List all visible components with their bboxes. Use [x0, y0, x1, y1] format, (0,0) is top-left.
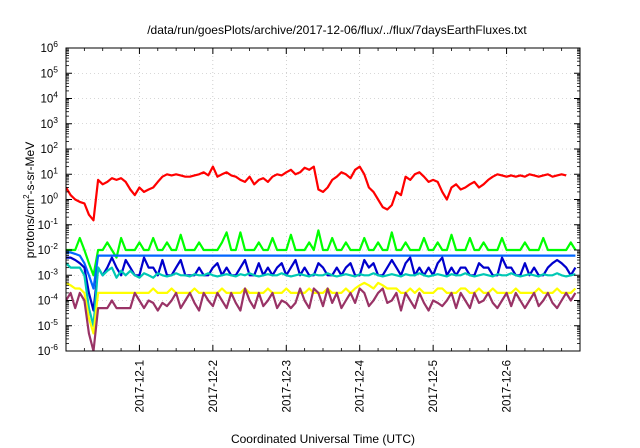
- x-tick-label: 2017-12-2: [208, 360, 220, 412]
- y-tick-label: 101: [40, 165, 58, 181]
- y-tick-base: 10: [40, 68, 53, 80]
- x-tick-label: 2017-12-5: [428, 360, 440, 412]
- y-axis-title-sup: 2: [22, 194, 31, 199]
- y-tick-label: 106: [40, 39, 58, 55]
- x-tick-label: 2017-12-4: [355, 359, 367, 412]
- y-tick-label: 10-6: [38, 342, 59, 358]
- y-tick-exponent: 2: [53, 140, 58, 150]
- series-line-6: [66, 281, 577, 335]
- y-tick-base: 10: [40, 169, 53, 181]
- y-tick-label: 103: [40, 115, 58, 131]
- y-tick-exponent: 4: [53, 90, 58, 100]
- y-tick-exponent: -3: [50, 266, 58, 276]
- y-tick-label: 100: [40, 191, 58, 207]
- x-axis: 2017-12-1 2017-12-2 2017-12-3 2017-12-4 2017…: [83, 48, 563, 412]
- series-line-3: [66, 251, 576, 290]
- y-tick-base: 10: [40, 195, 53, 207]
- y-tick-exponent: -2: [50, 241, 58, 251]
- y-tick-label: 102: [40, 140, 58, 156]
- y-tick-base: 10: [38, 321, 51, 333]
- y-tick-label: 10-5: [38, 317, 59, 333]
- y-tick-exponent: -6: [50, 342, 58, 352]
- series-line-1: [66, 165, 567, 222]
- y-tick-exponent: -5: [50, 317, 58, 327]
- y-tick-base: 10: [38, 296, 51, 308]
- y-tick-exponent: -1: [50, 216, 58, 226]
- chart-title: /data/run/goesPlots/archive/2017-12-06/f…: [147, 23, 527, 37]
- series-line-7: [66, 287, 577, 351]
- series-line-5: [66, 262, 576, 327]
- series-line-2: [66, 229, 577, 277]
- y-tick-base: 10: [40, 144, 53, 156]
- y-tick-label: 10-3: [38, 266, 59, 282]
- y-tick-base: 10: [40, 94, 53, 106]
- y-tick-exponent: 3: [53, 115, 58, 125]
- y-tick-label: 10-2: [38, 241, 59, 257]
- y-tick-base: 10: [40, 43, 53, 55]
- x-tick-label: 2017-12-1: [134, 360, 146, 412]
- x-tick-label: 2017-12-6: [502, 360, 514, 412]
- y-tick-exponent: 5: [53, 64, 58, 74]
- x-axis-title: Coordinated Universal Time (UTC): [231, 432, 415, 446]
- y-tick-base: 10: [38, 346, 51, 358]
- y-tick-label: 10-1: [38, 216, 59, 232]
- y-tick-exponent: -4: [50, 292, 58, 302]
- series-line-4: [66, 256, 577, 312]
- y-tick-base: 10: [40, 119, 53, 131]
- x-tick-label: 2017-12-3: [281, 360, 293, 412]
- y-axis: 10-610-510-410-310-210-11001011021031041…: [38, 39, 580, 358]
- y-tick-label: 105: [40, 64, 58, 80]
- y-axis-title-rest: -s-sr-MeV: [23, 142, 37, 195]
- y-tick-base: 10: [38, 270, 51, 282]
- y-tick-label: 104: [40, 90, 58, 106]
- y-tick-exponent: 6: [53, 39, 58, 49]
- y-tick-exponent: 0: [53, 191, 58, 201]
- y-tick-base: 10: [38, 245, 51, 257]
- y-axis-title-base: protons/cm: [23, 199, 37, 258]
- y-tick-base: 10: [38, 220, 51, 232]
- y-axis-title: protons/cm2-s-sr-MeV: [22, 142, 37, 258]
- y-tick-label: 10-4: [38, 292, 59, 308]
- data-series: [66, 165, 577, 351]
- y-tick-exponent: 1: [53, 165, 58, 175]
